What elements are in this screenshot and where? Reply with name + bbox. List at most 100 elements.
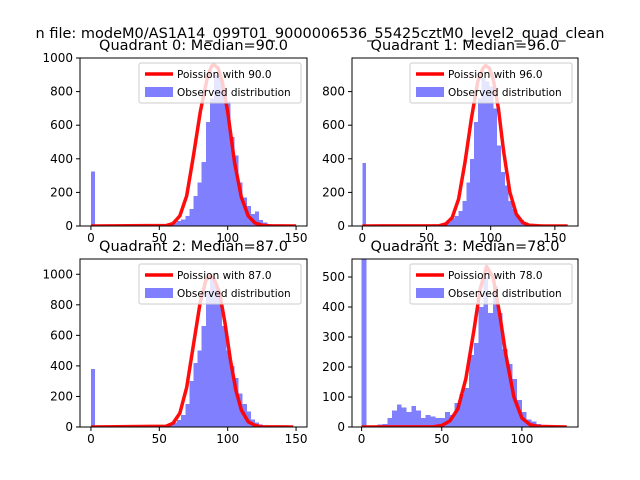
histogram-bar — [181, 219, 186, 226]
legend-poisson-label: Poission with 78.0 — [448, 270, 543, 282]
panel-title: Quadrant 1: Median=96.0 — [371, 38, 560, 54]
x-tick-label: 0 — [87, 432, 95, 446]
x-tick-label: 0 — [358, 231, 366, 245]
histogram-bar — [507, 364, 513, 427]
histogram-bar — [401, 407, 407, 427]
legend-hist-label: Observed distribution — [448, 288, 562, 300]
histogram-bar — [416, 410, 421, 427]
y-tick-label: 1000 — [42, 51, 73, 65]
histogram-bar — [440, 418, 445, 427]
figure-title: n file: modeM0/AS1A14_099T01_9000006536_… — [36, 26, 605, 42]
histogram-bar — [489, 86, 494, 226]
histogram-bar — [444, 412, 450, 427]
histogram-bar — [454, 403, 460, 427]
y-tick-label: 0 — [65, 219, 73, 233]
legend: Poission with 96.0 Observed distribution — [409, 62, 573, 104]
histogram-bar — [485, 81, 490, 226]
histogram-bar — [177, 220, 182, 226]
plot-area — [361, 259, 567, 427]
histogram-bar — [478, 307, 484, 427]
histogram-bar — [205, 121, 210, 226]
histogram-bar — [420, 418, 426, 427]
histogram-bar — [226, 350, 231, 427]
x-tick-label: 150 — [543, 231, 566, 245]
legend-hist-swatch — [145, 288, 173, 298]
legend-poisson-label: Poission with 96.0 — [448, 69, 543, 81]
histogram-bar — [449, 415, 455, 427]
panel-title: Quadrant 2: Median=87.0 — [99, 239, 288, 255]
histogram-bar — [218, 295, 223, 427]
histogram-bar — [387, 418, 393, 427]
y-tick-label: 400 — [322, 152, 345, 166]
legend-poisson-label: Poission with 87.0 — [177, 270, 272, 282]
legend-hist-label: Observed distribution — [177, 288, 291, 300]
histogram-bar — [218, 78, 223, 226]
y-tick-label: 200 — [322, 360, 345, 374]
histogram-bar — [454, 215, 459, 226]
histogram-bar — [226, 101, 231, 226]
y-tick-label: 800 — [322, 85, 345, 99]
histogram-bar — [392, 410, 397, 427]
histogram-bar — [193, 362, 198, 427]
histogram-bar — [497, 313, 503, 427]
histogram-bar — [502, 349, 508, 427]
y-tick-label: 0 — [337, 219, 345, 233]
histogram-bar — [464, 388, 470, 427]
histogram-bar — [214, 74, 219, 226]
histogram-bar — [425, 415, 431, 427]
histogram-bar — [508, 200, 513, 226]
histogram-bar — [466, 182, 471, 226]
histogram-bar — [185, 215, 190, 226]
y-tick-label: 800 — [50, 85, 73, 99]
legend-hist-swatch — [145, 87, 173, 97]
axes-frame — [351, 258, 579, 428]
histogram-bar — [483, 277, 489, 427]
x-tick-label: 100 — [479, 231, 502, 245]
panel-quadrant-2: 0 50 100 150 0 200 400 600 800 1000 Quadrant 2: Me… — [42, 239, 307, 446]
legend-hist-label: Observed distribution — [448, 87, 562, 99]
histogram-bar — [230, 365, 235, 427]
histogram-bar — [255, 211, 260, 226]
x-tick-label: 50 — [419, 231, 434, 245]
legend: Poission with 87.0 Observed distribution — [138, 263, 302, 305]
histogram-bar — [500, 172, 505, 226]
histogram-bar — [516, 215, 521, 226]
histogram-bar — [242, 197, 247, 226]
histogram-bar — [469, 355, 474, 427]
x-tick-label: 100 — [510, 432, 533, 446]
histogram-bar — [481, 78, 486, 226]
y-tick-label: 500 — [322, 270, 345, 284]
histogram-bar — [477, 98, 482, 226]
histogram-bar — [209, 98, 215, 226]
histogram-bar — [222, 326, 227, 427]
histogram-bar — [197, 350, 202, 427]
panel-title: Quadrant 0: Median=90.0 — [99, 38, 288, 54]
histogram-bar — [189, 381, 194, 427]
legend-box — [409, 62, 573, 104]
histogram-bar — [435, 418, 441, 427]
histogram-bar — [214, 284, 219, 427]
legend-box — [409, 263, 573, 305]
y-tick-label: 600 — [50, 118, 73, 132]
histogram-bar — [230, 136, 235, 226]
histogram-bar — [209, 274, 215, 427]
y-tick-label: 600 — [50, 328, 73, 342]
histogram-bar — [201, 326, 206, 427]
legend-box — [138, 263, 302, 305]
histogram-bar — [238, 182, 243, 226]
histogram-bar — [361, 259, 367, 427]
y-tick-label: 200 — [322, 185, 345, 199]
legend: Poission with 90.0 Observed distribution — [138, 62, 302, 104]
histogram-bar — [246, 411, 251, 427]
x-tick-label: 0 — [358, 432, 366, 446]
x-tick-label: 150 — [285, 432, 308, 446]
x-tick-label: 100 — [216, 432, 239, 446]
histogram-bar — [181, 414, 186, 427]
histogram-bar — [462, 200, 467, 226]
y-tick-label: 800 — [50, 298, 73, 312]
x-tick-label: 100 — [216, 231, 239, 245]
histogram-bar — [90, 171, 96, 226]
histogram-bar — [201, 162, 206, 226]
x-tick-label: 150 — [285, 231, 308, 245]
